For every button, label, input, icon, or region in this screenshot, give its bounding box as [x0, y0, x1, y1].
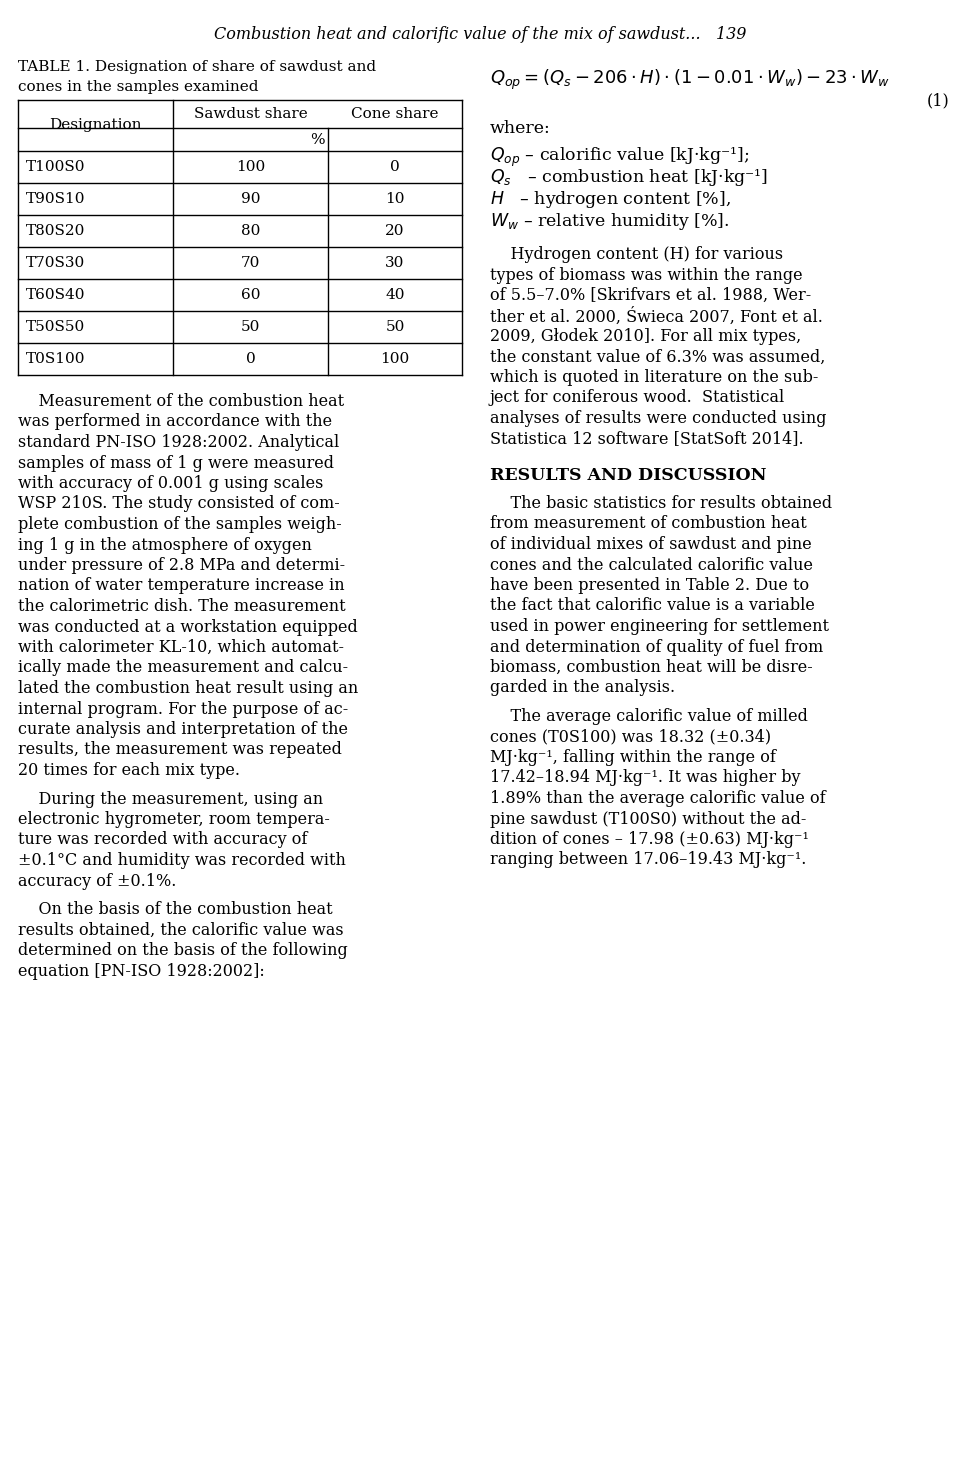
Text: 1.89% than the average calorific value of: 1.89% than the average calorific value o… [490, 791, 826, 807]
Text: garded in the analysis.: garded in the analysis. [490, 679, 675, 697]
Text: the constant value of 6.3% was assumed,: the constant value of 6.3% was assumed, [490, 349, 826, 365]
Text: (1): (1) [927, 92, 950, 109]
Text: electronic hygrometer, room tempera-: electronic hygrometer, room tempera- [18, 811, 330, 827]
Text: 17.42–18.94 MJ·kg⁻¹. It was higher by: 17.42–18.94 MJ·kg⁻¹. It was higher by [490, 770, 801, 786]
Text: plete combustion of the samples weigh-: plete combustion of the samples weigh- [18, 516, 342, 533]
Text: results obtained, the calorific value was: results obtained, the calorific value wa… [18, 921, 344, 939]
Text: $W_w$ – relative humidity [%].: $W_w$ – relative humidity [%]. [490, 210, 730, 232]
Text: dition of cones – 17.98 (±0.63) MJ·kg⁻¹: dition of cones – 17.98 (±0.63) MJ·kg⁻¹ [490, 830, 809, 848]
Text: 50: 50 [385, 320, 405, 334]
Text: where:: where: [490, 120, 551, 136]
Text: WSP 210S. The study consisted of com-: WSP 210S. The study consisted of com- [18, 496, 340, 512]
Text: standard PN-ISO 1928:2002. Analytical: standard PN-ISO 1928:2002. Analytical [18, 434, 339, 450]
Text: from measurement of combustion heat: from measurement of combustion heat [490, 515, 806, 533]
Text: ture was recorded with accuracy of: ture was recorded with accuracy of [18, 832, 307, 848]
Text: biomass, combustion heat will be disre-: biomass, combustion heat will be disre- [490, 659, 813, 676]
Text: 10: 10 [385, 192, 405, 205]
Text: $Q_{op} = (Q_s - 206 \cdot H) \cdot (1 - 0.01 \cdot W_w) - 23 \cdot W_w$: $Q_{op} = (Q_s - 206 \cdot H) \cdot (1 -… [490, 67, 890, 92]
Text: 60: 60 [241, 288, 260, 302]
Text: the calorimetric dish. The measurement: the calorimetric dish. The measurement [18, 599, 346, 615]
Text: results, the measurement was repeated: results, the measurement was repeated [18, 741, 342, 758]
Text: was conducted at a workstation equipped: was conducted at a workstation equipped [18, 619, 358, 635]
Text: with accuracy of 0.001 g using scales: with accuracy of 0.001 g using scales [18, 475, 324, 491]
Text: equation [PN-ISO 1928:2002]:: equation [PN-ISO 1928:2002]: [18, 962, 265, 980]
Text: was performed in accordance with the: was performed in accordance with the [18, 414, 332, 430]
Text: samples of mass of 1 g were measured: samples of mass of 1 g were measured [18, 455, 334, 471]
Text: cones in the samples examined: cones in the samples examined [18, 81, 258, 94]
Text: ranging between 17.06–19.43 MJ·kg⁻¹.: ranging between 17.06–19.43 MJ·kg⁻¹. [490, 851, 806, 868]
Text: Sawdust share: Sawdust share [194, 107, 307, 120]
Text: ically made the measurement and calcu-: ically made the measurement and calcu- [18, 660, 348, 676]
Text: Designation: Designation [49, 119, 142, 132]
Text: 30: 30 [385, 257, 405, 270]
Text: have been presented in Table 2. Due to: have been presented in Table 2. Due to [490, 577, 809, 594]
Text: 0: 0 [390, 160, 400, 175]
Text: T50S50: T50S50 [26, 320, 85, 334]
Text: The average calorific value of milled: The average calorific value of milled [490, 709, 808, 725]
Text: Measurement of the combustion heat: Measurement of the combustion heat [18, 393, 344, 409]
Text: $Q_s$   – combustion heat [kJ·kg⁻¹]: $Q_s$ – combustion heat [kJ·kg⁻¹] [490, 167, 768, 188]
Text: lated the combustion heat result using an: lated the combustion heat result using a… [18, 681, 358, 697]
Text: cones (T0S100) was 18.32 (±0.34): cones (T0S100) was 18.32 (±0.34) [490, 729, 771, 745]
Text: nation of water temperature increase in: nation of water temperature increase in [18, 578, 345, 594]
Text: 90: 90 [241, 192, 260, 205]
Text: 80: 80 [241, 224, 260, 238]
Text: 0: 0 [246, 352, 255, 365]
Text: ject for coniferous wood.  Statistical: ject for coniferous wood. Statistical [490, 390, 785, 406]
Text: 20: 20 [385, 224, 405, 238]
Text: and determination of quality of fuel from: and determination of quality of fuel fro… [490, 638, 824, 656]
Text: T70S30: T70S30 [26, 257, 85, 270]
Text: 40: 40 [385, 288, 405, 302]
Text: ±0.1°C and humidity was recorded with: ±0.1°C and humidity was recorded with [18, 852, 346, 868]
Text: RESULTS AND DISCUSSION: RESULTS AND DISCUSSION [490, 467, 766, 484]
Text: accuracy of ±0.1%.: accuracy of ±0.1%. [18, 873, 177, 889]
Text: determined on the basis of the following: determined on the basis of the following [18, 942, 348, 959]
Text: under pressure of 2.8 MPa and determi-: under pressure of 2.8 MPa and determi- [18, 557, 346, 574]
Text: 70: 70 [241, 257, 260, 270]
Text: T90S10: T90S10 [26, 192, 85, 205]
Text: curate analysis and interpretation of the: curate analysis and interpretation of th… [18, 720, 348, 738]
Text: used in power engineering for settlement: used in power engineering for settlement [490, 618, 829, 635]
Text: 2009, Głodek 2010]. For all mix types,: 2009, Głodek 2010]. For all mix types, [490, 329, 802, 345]
Text: During the measurement, using an: During the measurement, using an [18, 791, 324, 807]
Text: with calorimeter KL-10, which automat-: with calorimeter KL-10, which automat- [18, 640, 344, 656]
Text: T0S100: T0S100 [26, 352, 85, 365]
Text: On the basis of the combustion heat: On the basis of the combustion heat [18, 901, 332, 918]
Text: Statistica 12 software [StatSoft 2014].: Statistica 12 software [StatSoft 2014]. [490, 430, 804, 447]
Text: internal program. For the purpose of ac-: internal program. For the purpose of ac- [18, 701, 348, 717]
Text: 50: 50 [241, 320, 260, 334]
Text: cones and the calculated calorific value: cones and the calculated calorific value [490, 556, 813, 574]
Text: $H$   – hydrogen content [%],: $H$ – hydrogen content [%], [490, 189, 731, 210]
Text: of 5.5–7.0% [Skrifvars et al. 1988, Wer-: of 5.5–7.0% [Skrifvars et al. 1988, Wer- [490, 288, 811, 304]
Text: ther et al. 2000, Świeca 2007, Font et al.: ther et al. 2000, Świeca 2007, Font et a… [490, 308, 823, 326]
Text: types of biomass was within the range: types of biomass was within the range [490, 267, 803, 283]
Text: which is quoted in literature on the sub-: which is quoted in literature on the sub… [490, 370, 818, 386]
Text: T80S20: T80S20 [26, 224, 85, 238]
Text: the fact that calorific value is a variable: the fact that calorific value is a varia… [490, 597, 815, 615]
Text: Cone share: Cone share [351, 107, 439, 120]
Text: MJ·kg⁻¹, falling within the range of: MJ·kg⁻¹, falling within the range of [490, 750, 776, 766]
Text: Combustion heat and calorific value of the mix of sawdust...   139: Combustion heat and calorific value of t… [214, 26, 746, 43]
Text: $Q_{op}$ – calorific value [kJ·kg⁻¹];: $Q_{op}$ – calorific value [kJ·kg⁻¹]; [490, 147, 750, 169]
Text: T60S40: T60S40 [26, 288, 85, 302]
Text: T100S0: T100S0 [26, 160, 85, 175]
Text: analyses of results were conducted using: analyses of results were conducted using [490, 409, 827, 427]
Text: 100: 100 [236, 160, 265, 175]
Text: The basic statistics for results obtained: The basic statistics for results obtaine… [490, 494, 832, 512]
Text: 100: 100 [380, 352, 410, 365]
Text: pine sawdust (T100S0) without the ad-: pine sawdust (T100S0) without the ad- [490, 810, 806, 827]
Text: Hydrogen content (H) for various: Hydrogen content (H) for various [490, 246, 783, 263]
Text: 20 times for each mix type.: 20 times for each mix type. [18, 761, 240, 779]
Text: of individual mixes of sawdust and pine: of individual mixes of sawdust and pine [490, 535, 812, 553]
Text: ing 1 g in the atmosphere of oxygen: ing 1 g in the atmosphere of oxygen [18, 537, 312, 553]
Text: %: % [310, 132, 324, 147]
Text: TABLE 1. Designation of share of sawdust and: TABLE 1. Designation of share of sawdust… [18, 60, 376, 73]
